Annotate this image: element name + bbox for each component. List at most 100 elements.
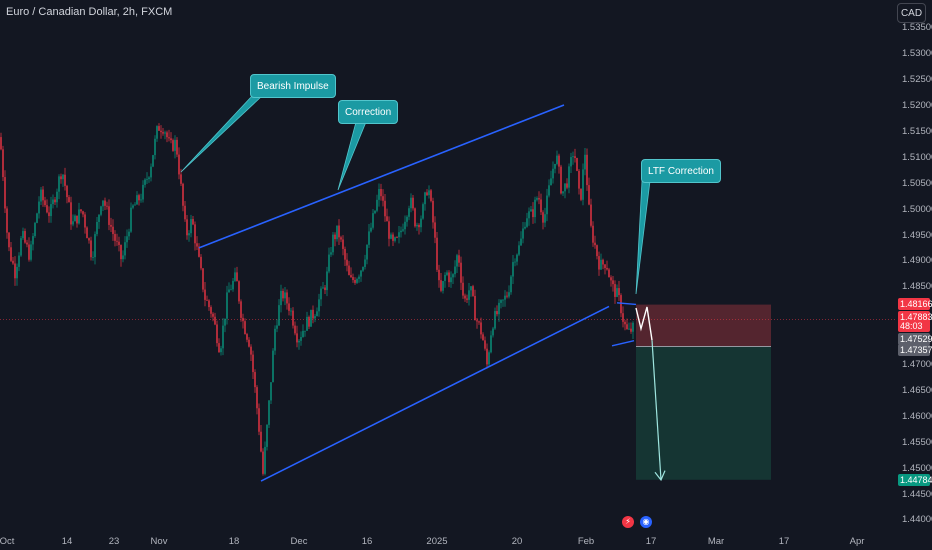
candle-body bbox=[62, 174, 64, 180]
candle-body bbox=[82, 211, 84, 215]
candle-body bbox=[428, 190, 430, 196]
candle-body bbox=[118, 241, 120, 245]
candle-body bbox=[398, 232, 400, 238]
candle-body bbox=[314, 316, 316, 319]
candle-body bbox=[338, 225, 340, 238]
y-tick-label: 1.51000 bbox=[902, 151, 932, 163]
candle-body bbox=[64, 174, 66, 186]
callout-bearish-impulse[interactable]: Bearish Impulse bbox=[250, 74, 336, 98]
candle-body bbox=[90, 240, 92, 258]
candle-body bbox=[224, 318, 226, 326]
candle-body bbox=[96, 221, 98, 235]
candle-body bbox=[462, 282, 464, 296]
candle-body bbox=[242, 317, 244, 322]
callout-tail-correction bbox=[337, 121, 367, 191]
candle-body bbox=[444, 274, 446, 282]
candle-body bbox=[446, 272, 448, 275]
candle-body bbox=[248, 339, 250, 347]
y-tick-label: 1.52500 bbox=[902, 74, 932, 86]
candle-body bbox=[278, 305, 280, 326]
candle-body bbox=[166, 132, 168, 138]
candle-body bbox=[58, 176, 60, 192]
candle-body bbox=[288, 303, 290, 311]
candle-body bbox=[542, 212, 544, 223]
candle-body bbox=[476, 320, 478, 322]
candle-body bbox=[376, 199, 378, 211]
candle-body bbox=[154, 138, 156, 156]
candle-body bbox=[588, 185, 590, 205]
candle-body bbox=[484, 340, 486, 349]
candle-body bbox=[126, 236, 128, 243]
candle-body bbox=[472, 286, 474, 296]
candle-body bbox=[40, 189, 42, 202]
candle-body bbox=[32, 236, 34, 245]
candle-body bbox=[60, 176, 62, 180]
candle-body bbox=[380, 189, 382, 197]
candle-body bbox=[390, 234, 392, 239]
candle-body bbox=[318, 299, 320, 312]
candle-body bbox=[104, 200, 106, 206]
candle-body bbox=[98, 214, 100, 222]
candle-body bbox=[384, 200, 386, 217]
candle-body bbox=[532, 209, 534, 218]
y-tick-label: 1.45000 bbox=[902, 462, 932, 474]
candle-body bbox=[100, 206, 102, 215]
channel-upper-line bbox=[198, 104, 565, 249]
callout-correction[interactable]: Correction bbox=[338, 100, 399, 124]
candle-body bbox=[282, 290, 284, 299]
x-tick-label: 17 bbox=[645, 536, 657, 547]
candle-body bbox=[84, 214, 86, 228]
candle-body bbox=[284, 292, 286, 299]
candle-body bbox=[506, 295, 508, 297]
candle-body bbox=[42, 189, 44, 201]
candle-body bbox=[436, 237, 438, 270]
target-arrow-line bbox=[651, 340, 662, 481]
candle-body bbox=[494, 311, 496, 329]
candle-body bbox=[124, 242, 126, 256]
candle-body bbox=[316, 311, 318, 317]
candle-body bbox=[156, 126, 158, 139]
candle-body bbox=[498, 302, 500, 315]
candle-body bbox=[286, 292, 288, 304]
callout-ltf-correction[interactable]: LTF Correction bbox=[641, 159, 721, 183]
candle-body bbox=[46, 205, 48, 213]
candle-body bbox=[184, 205, 186, 220]
y-tick-label: 1.50000 bbox=[902, 203, 932, 215]
candle-body bbox=[502, 299, 504, 301]
candle-body bbox=[430, 190, 432, 201]
candle-body bbox=[258, 408, 260, 432]
candle-body bbox=[332, 234, 334, 253]
candle-body bbox=[232, 280, 234, 290]
candle-body bbox=[348, 265, 350, 276]
candle-body bbox=[606, 267, 608, 270]
candle-body bbox=[418, 224, 420, 228]
candle-body bbox=[586, 154, 588, 186]
candle-body bbox=[426, 192, 428, 196]
flash-icon[interactable]: ⚡ bbox=[622, 516, 634, 528]
candle-body bbox=[192, 219, 194, 225]
candle-body bbox=[206, 299, 208, 301]
candle-body bbox=[158, 126, 160, 131]
x-tick-label: Apr bbox=[849, 536, 865, 547]
y-tick-label: 1.50500 bbox=[902, 177, 932, 189]
candle-body bbox=[526, 218, 528, 227]
candle-body bbox=[142, 184, 144, 200]
economic-event-icon[interactable]: ◉ bbox=[640, 516, 652, 528]
candle-body bbox=[324, 287, 326, 291]
candle-body bbox=[456, 255, 458, 267]
candle-body bbox=[122, 255, 124, 260]
candle-body bbox=[274, 328, 276, 351]
candle-body bbox=[210, 307, 212, 314]
candle-body bbox=[536, 198, 538, 200]
candle-body bbox=[492, 328, 494, 336]
currency-button[interactable]: CAD bbox=[897, 3, 926, 23]
candle-body bbox=[368, 231, 370, 245]
candle-body bbox=[236, 272, 238, 282]
candle-body bbox=[190, 219, 192, 234]
candle-body bbox=[304, 330, 306, 332]
candle-body bbox=[554, 163, 556, 169]
candle-body bbox=[544, 214, 546, 223]
candle-body bbox=[482, 334, 484, 341]
candle-body bbox=[226, 292, 228, 319]
